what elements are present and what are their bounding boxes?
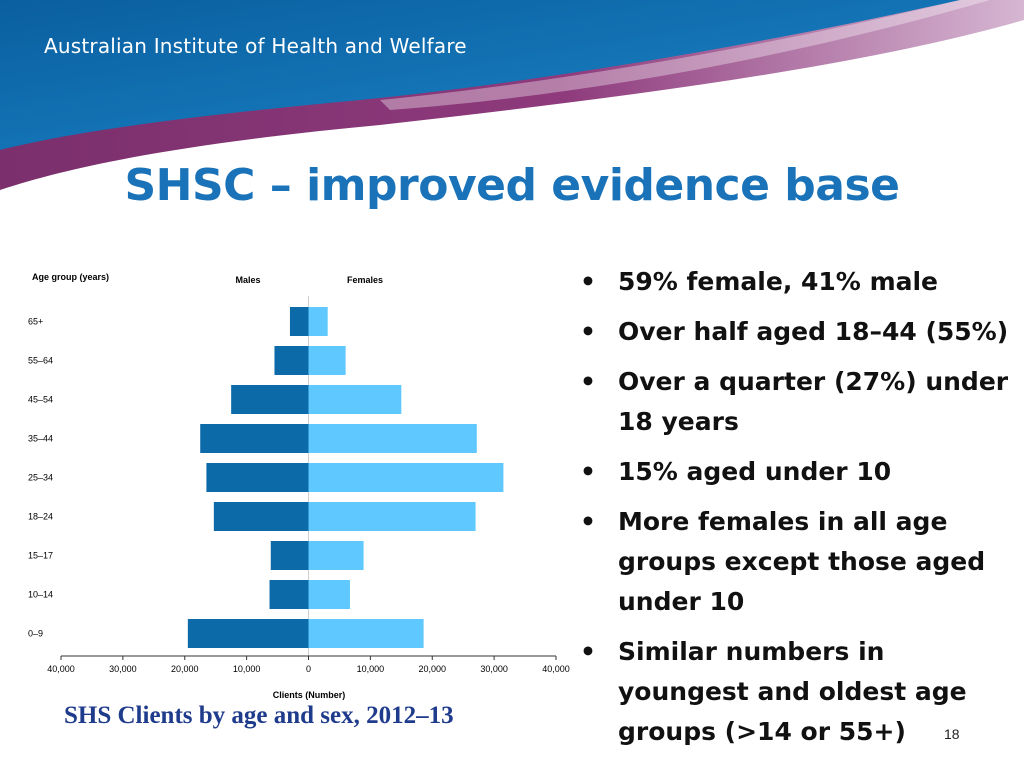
header-banner [0,0,1024,190]
female-bar [308,619,424,648]
female-bar [308,424,477,453]
age-category-label: 45–54 [28,395,53,405]
male-bar [274,346,309,375]
male-bar [213,502,309,531]
x-tick-label: 40,000 [542,664,570,674]
bullet-glyph: • [580,457,596,486]
x-tick-label: 30,000 [109,664,137,674]
male-bar [206,463,309,492]
male-bar [270,541,309,570]
bullet-glyph: • [580,507,596,536]
male-bar [187,619,309,648]
slide-title: SHSC – improved evidence base [124,160,900,211]
bullet-glyph: • [580,317,596,346]
female-bar [308,580,350,609]
legend-females: Females [347,275,383,285]
x-tick-label: 20,000 [171,664,199,674]
x-tick-label: 0 [306,664,311,674]
bullet-item: • Similar numbers in youngest and oldest … [578,632,1018,752]
bullet-text: Over half aged 18–44 (55%) [618,317,1009,346]
x-axis-title: Clients (Number) [273,690,346,700]
x-tick-label: 30,000 [480,664,508,674]
female-bar [308,346,346,375]
bullet-item: • 15% aged under 10 [578,452,1018,492]
y-axis-title: Age group (years) [32,272,109,282]
bullet-item: • 59% female, 41% male [578,262,1018,302]
page-number: 18 [944,726,960,742]
age-category-label: 35–44 [28,434,53,444]
age-category-label: 18–24 [28,512,53,522]
male-bar [289,307,309,336]
legend-males: Males [235,275,260,285]
bullet-list: • 59% female, 41% male • Over half aged 18–… [578,262,1018,762]
chart-caption: SHS Clients by age and sex, 2012–13 [64,702,454,729]
age-category-label: 0–9 [28,629,43,639]
blue-swoosh [0,0,960,150]
male-bar [269,580,309,609]
age-category-label: 10–14 [28,590,53,600]
bullet-item: • More females in all age groups except t… [578,502,1018,622]
bullet-item: • Over half aged 18–44 (55%) [578,312,1018,352]
bullet-glyph: • [580,267,596,296]
white-highlight [380,0,990,110]
age-category-label: 65+ [28,317,43,327]
x-tick-label: 20,000 [418,664,446,674]
male-bar [200,424,309,453]
x-tick-label: 10,000 [233,664,261,674]
age-category-label: 55–64 [28,356,53,366]
bullet-text: More females in all age groups except th… [618,507,986,616]
bullet-text: Similar numbers in youngest and oldest a… [618,637,967,746]
bullet-text: Over a quarter (27%) under 18 years [618,367,1009,436]
female-bar [308,307,328,336]
bullet-glyph: • [580,637,596,666]
population-pyramid-chart: Age group (years) Males Females 65+ 55–64… [28,272,570,700]
bullet-item: • Over a quarter (27%) under 18 years [578,362,1018,442]
bullet-text: 15% aged under 10 [618,457,892,486]
age-category-label: 25–34 [28,473,53,483]
x-tick-label: 10,000 [357,664,385,674]
female-bar [308,502,476,531]
female-bar [308,385,402,414]
female-bar [308,463,504,492]
age-category-label: 15–17 [28,551,53,561]
female-bar [308,541,364,570]
male-bar [231,385,309,414]
bullet-text: 59% female, 41% male [618,267,939,296]
x-tick-label: 40,000 [47,664,75,674]
bullet-glyph: • [580,367,596,396]
organisation-name: Australian Institute of Health and Welfa… [44,34,467,58]
